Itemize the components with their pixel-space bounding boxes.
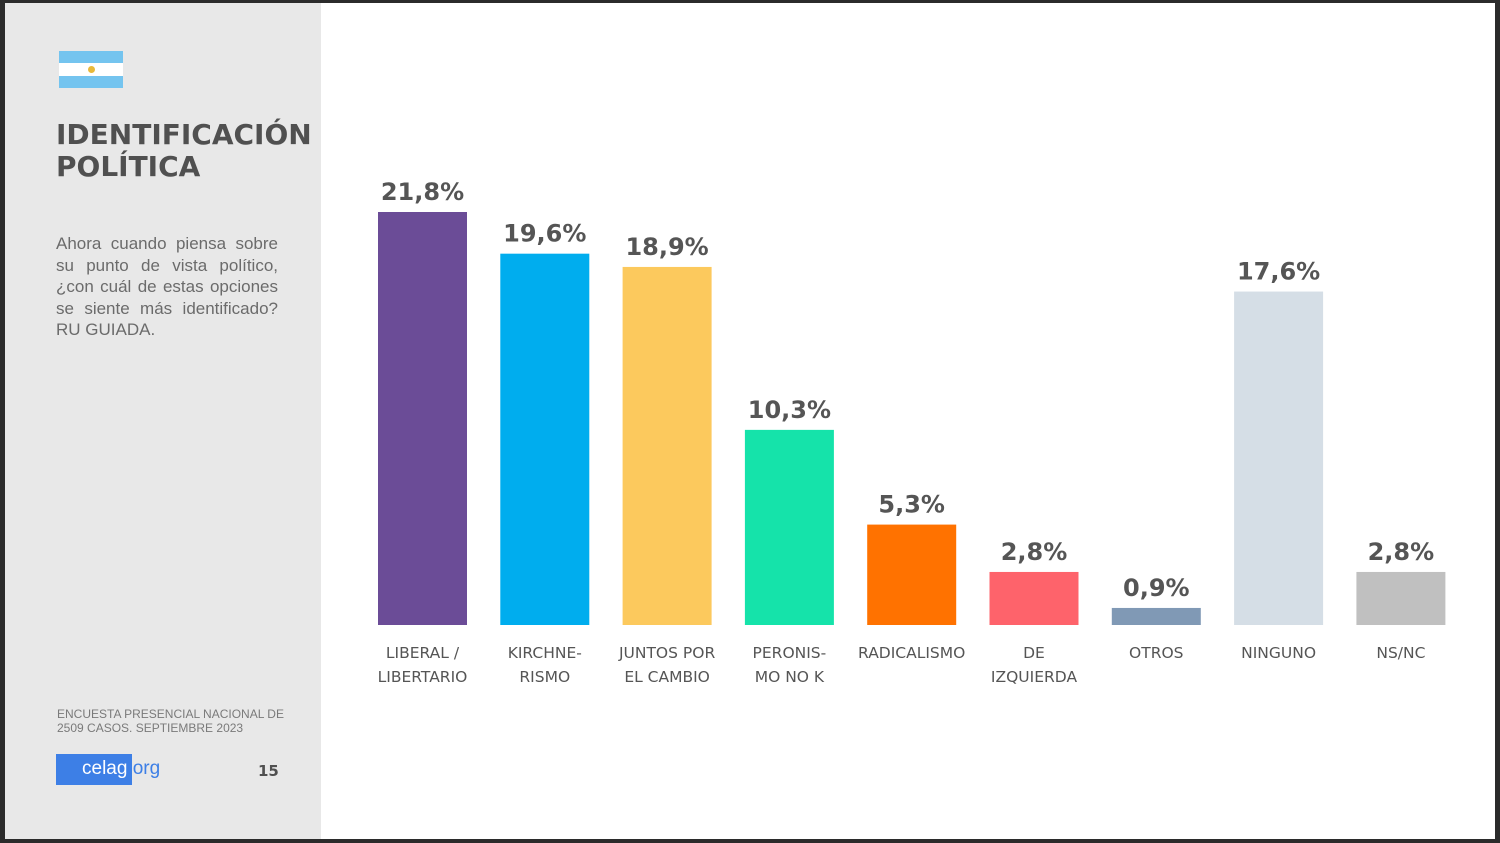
value-label-6: 0,9% (1123, 574, 1190, 602)
value-label-7: 17,6% (1237, 258, 1320, 286)
page-number: 15 (258, 762, 279, 780)
celag-logo-text: celag.org (82, 758, 160, 780)
category-label-2: JUNTOS POR EL CAMBIO (618, 644, 715, 686)
value-label-1: 19,6% (503, 220, 586, 248)
value-label-8: 2,8% (1368, 538, 1435, 566)
category-label-5: DE IZQUIERDA (991, 644, 1078, 686)
category-label-8: NS/NC (1376, 644, 1425, 662)
value-label-4: 5,3% (878, 491, 945, 519)
bar-6 (1111, 607, 1201, 625)
bar-1 (500, 253, 590, 625)
category-label-6: OTROS (1129, 644, 1183, 662)
footnote-line-1: ENCUESTA PRESENCIAL NACIONAL DE (57, 707, 284, 721)
survey-question: Ahora cuando piensa sobre su punto de vi… (56, 234, 278, 339)
bar-chart: 21,8% LIBERAL / LIBERTARIO 19,6% KIRCHNE-RIS… (378, 178, 1446, 686)
bar-8 (1356, 571, 1446, 625)
category-label-3: PERONIS-MO NO K (753, 644, 827, 686)
page-title: IDENTIFICACIÓN POLÍTICA (56, 119, 316, 183)
bar-2 (622, 266, 712, 625)
title-line-2: POLÍTICA (56, 150, 201, 183)
value-label-3: 10,3% (748, 396, 831, 424)
footnote-line-2: 2509 CASOS. SEPTIEMBRE 2023 (57, 721, 244, 735)
bar-4 (867, 524, 957, 625)
slide: IDENTIFICACIÓN POLÍTICA Ahora cuando pie… (5, 3, 1495, 839)
category-label-4: RADICALISMO (858, 644, 965, 662)
bar-7 (1234, 291, 1324, 625)
celag-logo (56, 754, 132, 785)
category-label-7: NINGUNO (1241, 644, 1316, 662)
category-label-0: LIBERAL / LIBERTARIO (378, 644, 468, 686)
survey-footnote: ENCUESTA PRESENCIAL NACIONAL DE 2509 CAS… (57, 707, 287, 735)
category-label-1: KIRCHNE-RISMO (508, 644, 582, 686)
value-label-0: 21,8% (381, 178, 464, 206)
title-line-1: IDENTIFICACIÓN (56, 118, 312, 151)
sidebar-panel: IDENTIFICACIÓN POLÍTICA Ahora cuando pie… (5, 3, 321, 839)
bar-5 (989, 571, 1079, 625)
logo-text-celag: celag (82, 758, 128, 779)
argentina-flag-icon (59, 51, 123, 88)
bar-0 (378, 212, 467, 625)
value-label-5: 2,8% (1001, 538, 1068, 566)
value-label-2: 18,9% (625, 233, 708, 261)
bar-3 (744, 429, 834, 625)
logo-text-org: .org (127, 758, 161, 779)
